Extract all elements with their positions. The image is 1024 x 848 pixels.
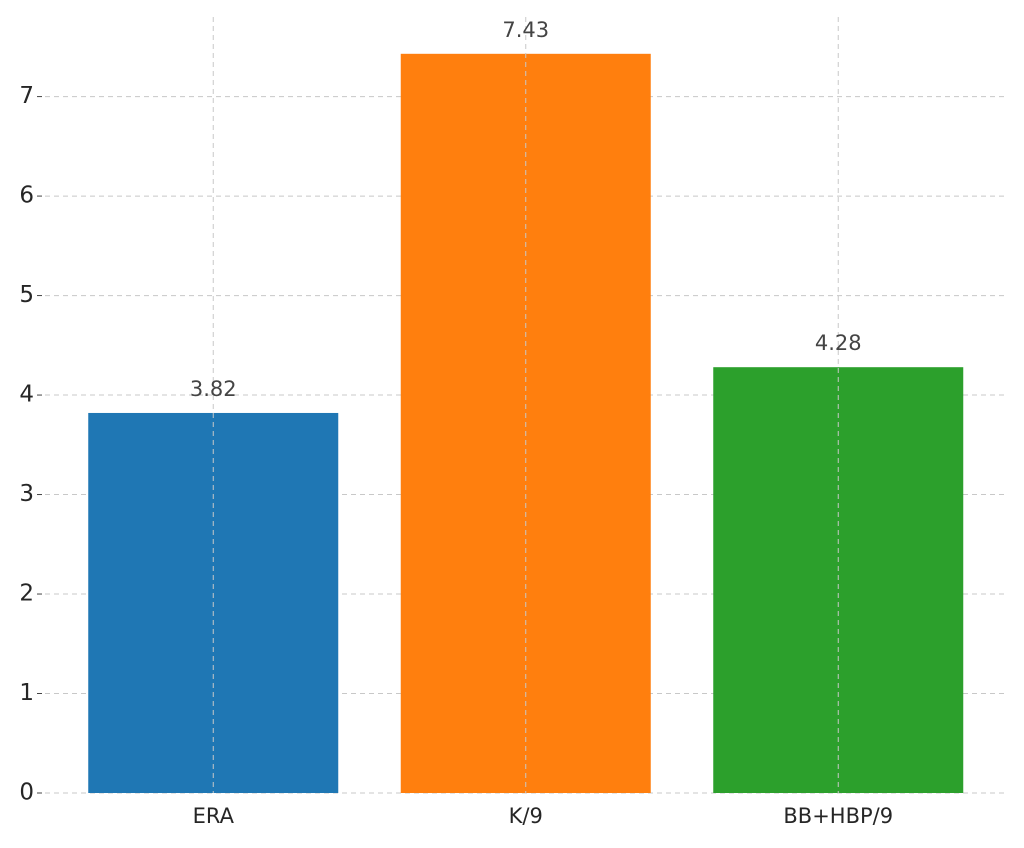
- y-tick-label: 5: [19, 282, 34, 308]
- value-label: 7.43: [502, 18, 549, 42]
- y-tick-label: 2: [19, 581, 34, 607]
- y-tick-label: 6: [19, 183, 34, 209]
- x-tick-label: ERA: [193, 804, 235, 828]
- y-tick-label: 4: [19, 382, 34, 408]
- value-label: 4.28: [815, 331, 862, 355]
- y-tick-label: 7: [19, 83, 34, 109]
- y-tick-label: 3: [19, 481, 34, 507]
- y-tick-label: 0: [19, 780, 34, 806]
- x-tick-label: BB+HBP/9: [783, 804, 893, 828]
- x-tick-label: K/9: [509, 804, 543, 828]
- value-label: 3.82: [190, 377, 237, 401]
- y-tick-label: 1: [19, 680, 34, 706]
